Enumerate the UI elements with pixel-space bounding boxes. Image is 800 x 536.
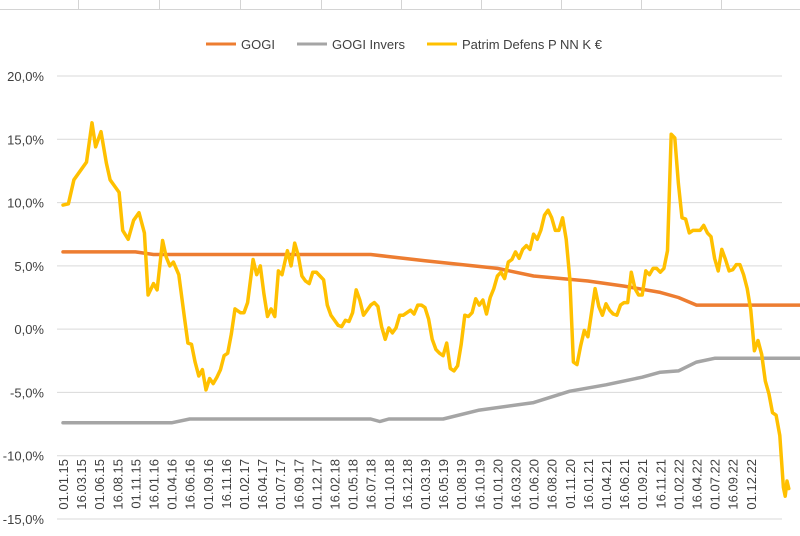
x-tick-label: 16.01.21 (581, 459, 596, 510)
x-tick-label: 01.08.19 (454, 459, 469, 510)
y-axis-tick-labels: 20,0% 15,0% 10,0% 5,0% 0,0% -5,0% -10,0% -15,0% (3, 69, 45, 527)
x-tick-label: 16.05.19 (436, 459, 451, 510)
x-tick-label: 16.01.16 (147, 459, 162, 510)
x-tick-label: 01.06.20 (527, 459, 542, 510)
x-tick-label: 01.12.22 (744, 459, 759, 510)
legend: GOGI GOGI Invers Patrim Defens P NN K € (206, 37, 603, 52)
x-tick-label: 16.09.17 (291, 459, 306, 510)
y-tick-label: 0,0% (14, 322, 44, 337)
x-tick-label: 16.06.16 (183, 459, 198, 510)
x-tick-label: 01.02.17 (237, 459, 252, 510)
x-tick-label: 16.04.22 (690, 459, 705, 510)
x-tick-label: 16.04.17 (255, 459, 270, 510)
x-tick-label: 16.07.18 (364, 459, 379, 510)
x-tick-label: 01.04.16 (165, 459, 180, 510)
y-tick-label: -10,0% (3, 449, 45, 464)
x-tick-label: 16.11.16 (219, 459, 234, 509)
x-tick-label: 16.09.22 (726, 459, 741, 510)
x-tick-label: 16.02.18 (328, 459, 343, 510)
x-tick-label: 01.11.20 (563, 459, 578, 509)
x-tick-label: 01.11.15 (128, 459, 143, 509)
x-tick-label: 01.09.21 (635, 459, 650, 510)
x-tick-label: 01.03.19 (418, 459, 433, 510)
y-tick-label: 20,0% (7, 69, 44, 84)
x-tick-label: 01.10.18 (382, 459, 397, 510)
x-tick-label: 01.02.22 (671, 459, 686, 510)
x-tick-label: 01.01.15 (56, 459, 71, 510)
series-line-gogi-invers (61, 356, 800, 425)
legend-label-gogi-invers: GOGI Invers (332, 37, 405, 52)
x-tick-label: 16.03.20 (509, 459, 524, 510)
x-tick-label: 16.10.19 (472, 459, 487, 510)
x-tick-label: 16.08.20 (545, 459, 560, 510)
y-tick-label: -5,0% (10, 385, 44, 400)
legend-label-gogi: GOGI (241, 37, 275, 52)
x-tick-label: 01.09.16 (201, 459, 216, 510)
y-tick-label: 5,0% (14, 259, 44, 274)
y-tick-label: 15,0% (7, 132, 44, 147)
x-tick-label: 16.08.15 (110, 459, 125, 510)
legend-label-patrim: Patrim Defens P NN K € (462, 37, 603, 52)
x-tick-label: 16.12.18 (400, 459, 415, 510)
y-tick-label: 10,0% (7, 196, 44, 211)
series-line-gogi (61, 250, 800, 307)
x-tick-label: 16.11.21 (653, 459, 668, 509)
x-tick-label: 01.01.20 (490, 459, 505, 510)
series-line-patrim (61, 121, 791, 498)
x-tick-label: 01.06.15 (92, 459, 107, 510)
x-axis-tick-labels: 01.01.15 16.03.15 01.06.15 16.08.15 01.11.15… (56, 459, 759, 510)
x-tick-label: 01.05.18 (346, 459, 361, 510)
horizontal-gridlines (57, 75, 782, 520)
x-tick-label: 16.03.15 (74, 459, 89, 510)
x-tick-label: 01.07.17 (273, 459, 288, 510)
series-lines (61, 121, 800, 498)
y-tick-label: -15,0% (3, 512, 45, 527)
x-tick-label: 01.07.22 (708, 459, 723, 510)
x-tick-label: 01.12.17 (309, 459, 324, 510)
x-tick-label: 01.04.21 (599, 459, 614, 510)
sheet-gridlines (0, 0, 800, 10)
x-tick-label: 16.06.21 (617, 459, 632, 510)
